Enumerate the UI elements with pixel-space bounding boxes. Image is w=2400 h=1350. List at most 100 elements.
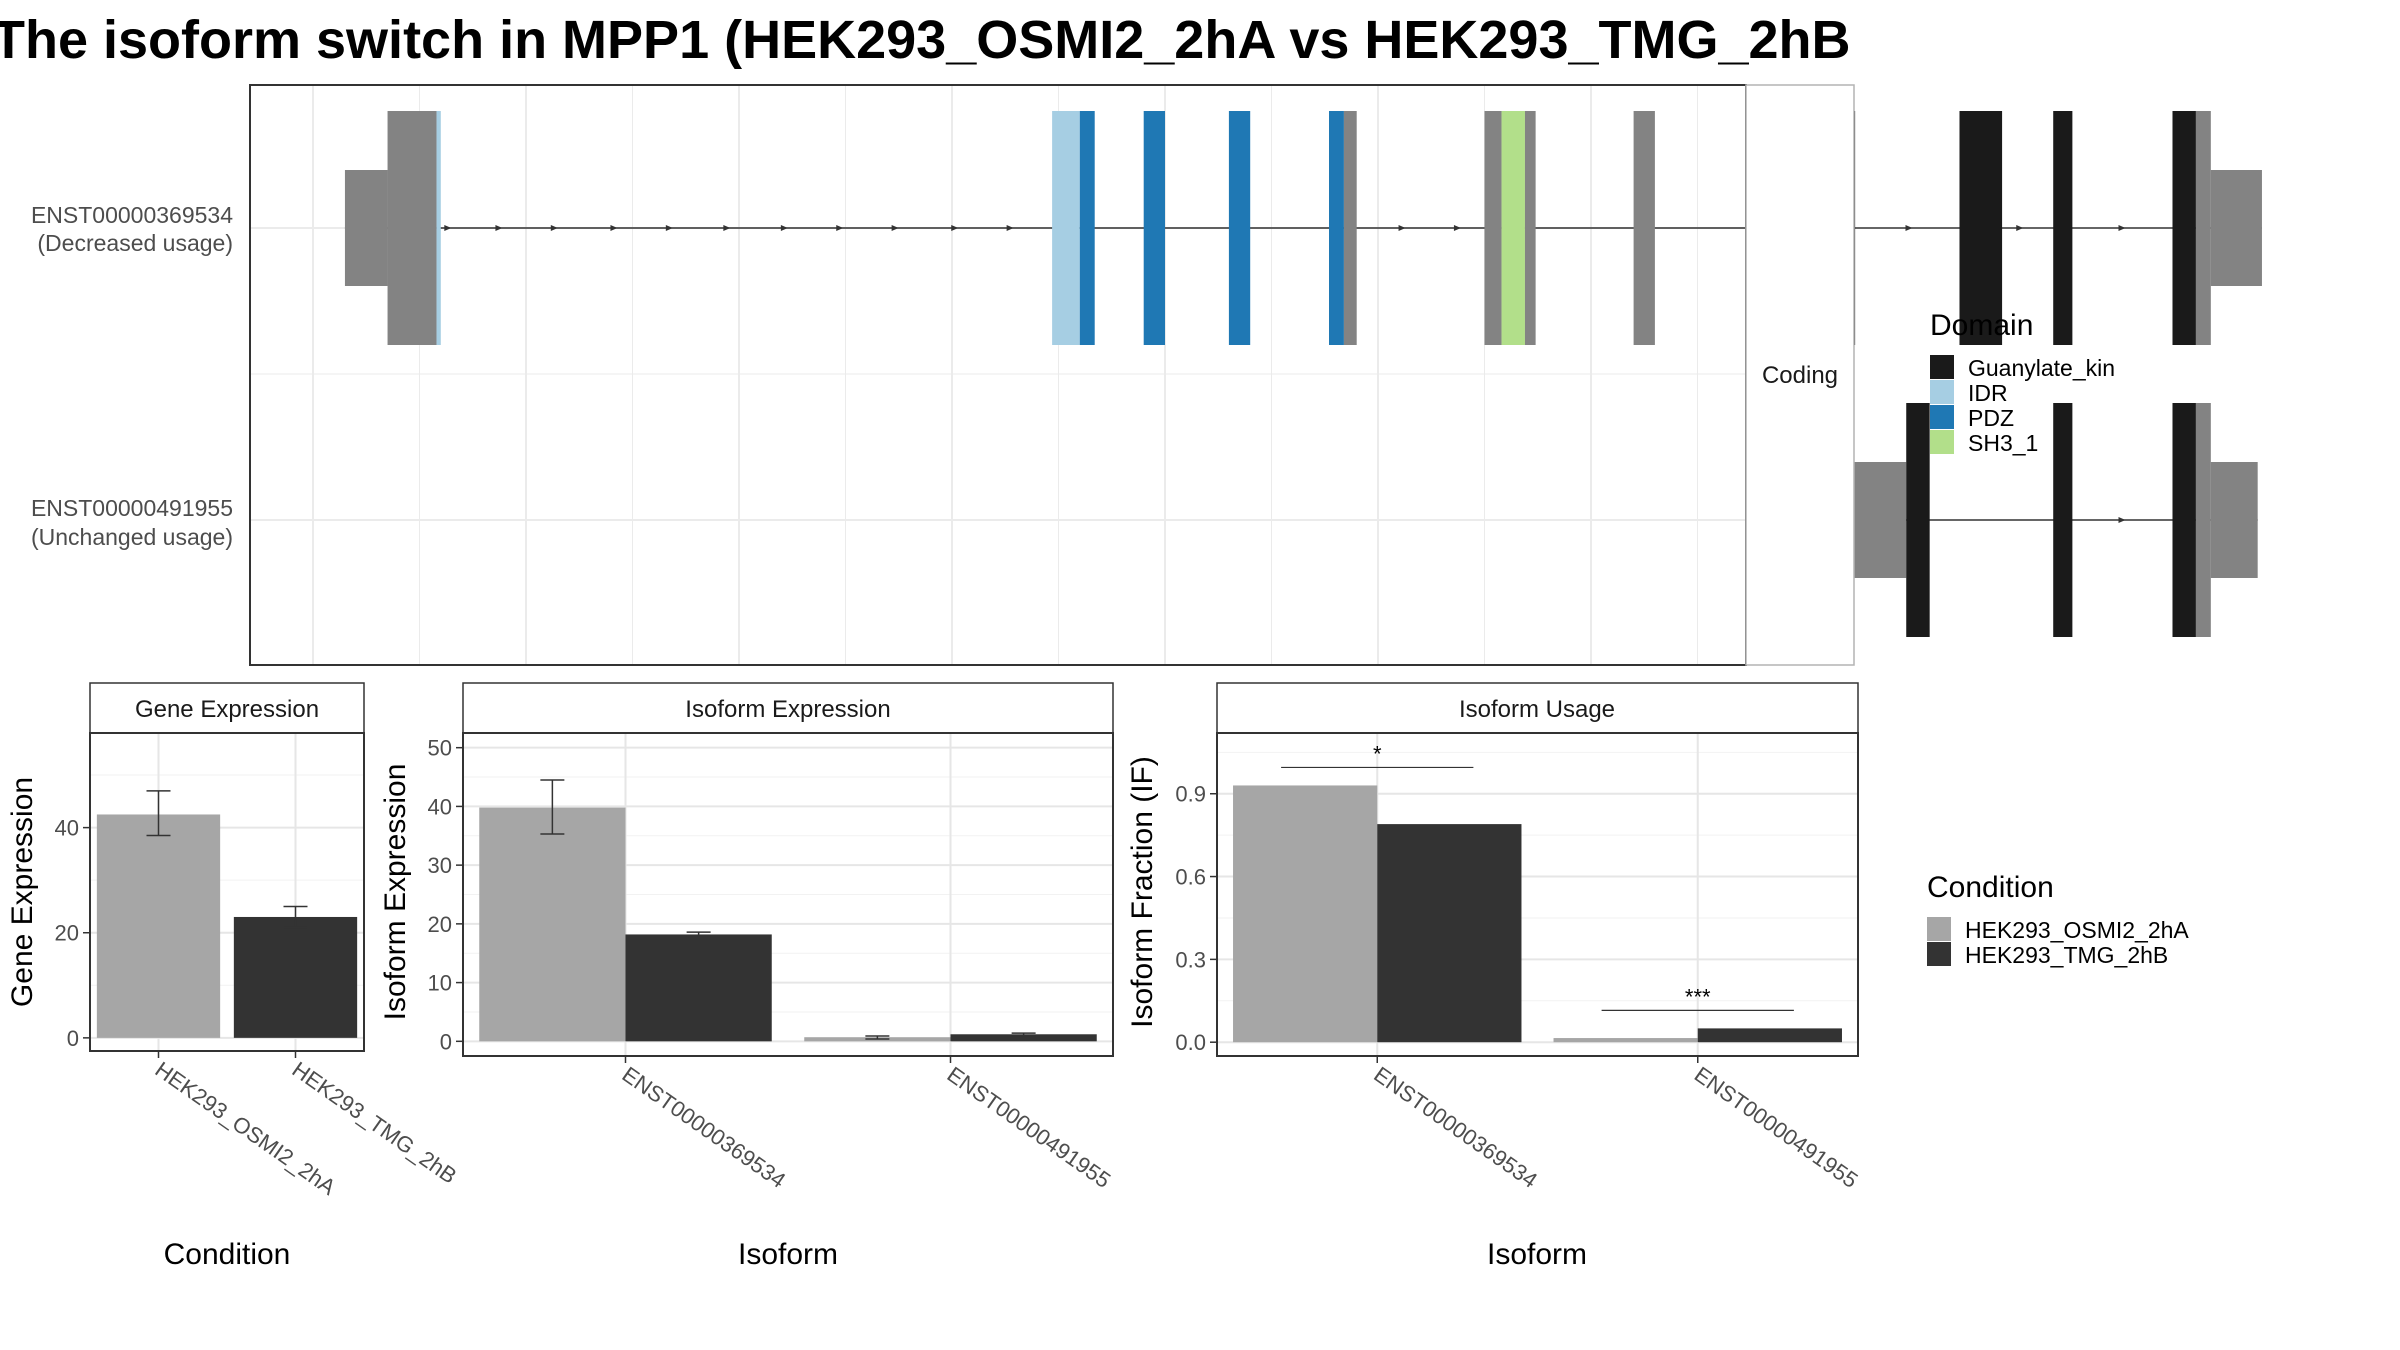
intron-direction-arrow [1006, 225, 1014, 231]
coding-exon-guanylate_kin [2172, 111, 2196, 345]
y-tick-label: 0.6 [1175, 865, 1206, 890]
y-tick-label: 50 [428, 736, 452, 761]
y-tick-label: 30 [428, 853, 452, 878]
coding-exon-pdz [1228, 111, 1251, 345]
isoform-expression-border [462, 732, 1114, 1057]
intron-direction-arrow [780, 225, 788, 231]
coding-exon-guanylate_kin [1906, 403, 1930, 637]
y-tick-label: 20 [55, 921, 79, 946]
coding-exon-idr [1052, 111, 1080, 345]
coding-exon-idr [436, 111, 441, 345]
condition-legend-swatch [1927, 942, 1951, 966]
bar-condition-1-isoform-2 [1553, 1038, 1698, 1043]
coding-exon-pdz [1329, 111, 1344, 345]
y-tick-label: 0.3 [1175, 947, 1206, 972]
chart-title: The isoform switch in MPP1 (HEK293_OSMI2… [0, 10, 1851, 70]
bar-condition-1 [96, 814, 221, 1038]
domain-legend-swatch-sh3_1 [1930, 430, 1954, 454]
isoform-usage-border [1216, 732, 1859, 1057]
coding-exon-guanylate_kin [2053, 403, 2073, 637]
significance-label: *** [1685, 984, 1711, 1009]
isoform-expression-strip [462, 682, 1114, 734]
gene-expression-border [89, 732, 365, 1052]
y-tick-label: 40 [55, 816, 79, 841]
domain-legend-label: Guanylate_kin [1968, 355, 2115, 381]
utr-exon [344, 170, 388, 286]
gene-expression-panel: Gene Expression 02040HEK293_OSMI2_2hAHEK… [6, 682, 461, 1271]
transcript-1-usage: (Decreased usage) [37, 230, 233, 256]
condition-legend-title: Condition [1927, 871, 2054, 904]
transcript-2-id: ENST00000491955 [31, 495, 233, 521]
coding-exon-no-domain [1343, 111, 1357, 345]
intron-direction-arrow [951, 225, 959, 231]
bar-condition-1-isoform-1 [479, 807, 626, 1042]
bar-condition-2-isoform-1 [1377, 824, 1522, 1043]
isoform-expression-ylabel: Isoform Expression [379, 764, 412, 1021]
coding-exon-pdz [1143, 111, 1165, 345]
condition-legend-label: HEK293_TMG_2hB [1965, 942, 2168, 968]
bar-condition-2 [233, 916, 358, 1038]
intron-direction-arrow [610, 225, 618, 231]
x-tick-label: ENST00000369534 [618, 1062, 791, 1193]
coding-exon-no-domain [2195, 403, 2211, 637]
coding-exon-sh3_1 [1501, 111, 1525, 345]
domain-legend-label: SH3_1 [1968, 430, 2038, 456]
gene-expression-strip [89, 682, 365, 734]
y-tick-label: 40 [428, 794, 452, 819]
y-tick-label: 0.9 [1175, 782, 1206, 807]
coding-exon-no-domain [387, 111, 437, 345]
bar-condition-2-isoform-2 [950, 1034, 1097, 1042]
isoform-usage-panel: Isoform Usage 0.0 0.3 0.6 0.9 ENST0000036953… [1126, 682, 1863, 1271]
isoform-expression-panel: Isoform Expression 0 10 20 30 40 50 ENST000003… [379, 682, 1116, 1271]
utr-exon [2210, 462, 2258, 578]
coding-exon-pdz [1079, 111, 1095, 345]
condition-legend-label: HEK293_OSMI2_2hA [1965, 917, 2189, 943]
transcript-1-id: ENST00000369534 [31, 202, 233, 228]
domain-legend-label: IDR [1968, 380, 2008, 406]
intron-direction-arrow [723, 225, 731, 231]
facet-strip [1745, 84, 1855, 666]
bar-condition-1-isoform-1 [1233, 785, 1378, 1043]
y-tick-label: 0.0 [1175, 1030, 1206, 1055]
intron-direction-arrow [495, 225, 503, 231]
x-tick-label: ENST00000369534 [1369, 1062, 1542, 1193]
domain-legend-label: PDZ [1968, 405, 2014, 431]
domain-legend-swatch-guanylate_kin [1930, 355, 1954, 379]
coding-exon-no-domain [2195, 111, 2211, 345]
coding-exon-no-domain [1633, 111, 1655, 345]
x-tick-label: ENST00000491955 [943, 1062, 1116, 1193]
intron-direction-arrow [2118, 225, 2126, 231]
coding-exon-guanylate_kin [2053, 111, 2073, 345]
facet-label: Coding [1762, 362, 1838, 389]
bar-condition-2-isoform-1 [625, 934, 772, 1042]
intron-direction-arrow [2118, 517, 2126, 523]
y-tick-label: 20 [428, 912, 452, 937]
gene-expression-strip-label: Gene Expression [135, 696, 319, 723]
y-tick-label: 0 [440, 1029, 452, 1054]
gene-structure-panel: Coding ENST00000369534 (Decreased usage)… [31, 84, 2262, 666]
coding-exon-no-domain [1484, 111, 1502, 345]
intron-direction-arrow [1453, 225, 1461, 231]
isoform-expression-xlabel: Isoform [738, 1238, 838, 1271]
condition-legend-swatch [1927, 917, 1951, 941]
domain-legend-swatch-pdz [1930, 405, 1954, 429]
intron-direction-arrow [1905, 225, 1913, 231]
intron-direction-arrow [2016, 225, 2024, 231]
coding-exon-no-domain [1524, 111, 1536, 345]
y-tick-label: 10 [428, 971, 452, 996]
isoform-usage-plot: 0.0 0.3 0.6 0.9 ENST00000369534 ENST000004919… [1175, 733, 1863, 1193]
significance-label: * [1373, 741, 1382, 766]
gene-expression-ylabel: Gene Expression [6, 777, 39, 1007]
isoform-usage-ylabel: Isoform Fraction (IF) [1126, 756, 1159, 1028]
domain-legend-swatch-idr [1930, 380, 1954, 404]
isoform-expression-strip-label: Isoform Expression [685, 696, 890, 723]
intron-direction-arrow [1398, 225, 1406, 231]
intron-direction-arrow [836, 225, 844, 231]
gene-expression-xlabel: Condition [164, 1238, 291, 1271]
utr-exon [2210, 170, 2262, 286]
intron-direction-arrow [444, 225, 452, 231]
